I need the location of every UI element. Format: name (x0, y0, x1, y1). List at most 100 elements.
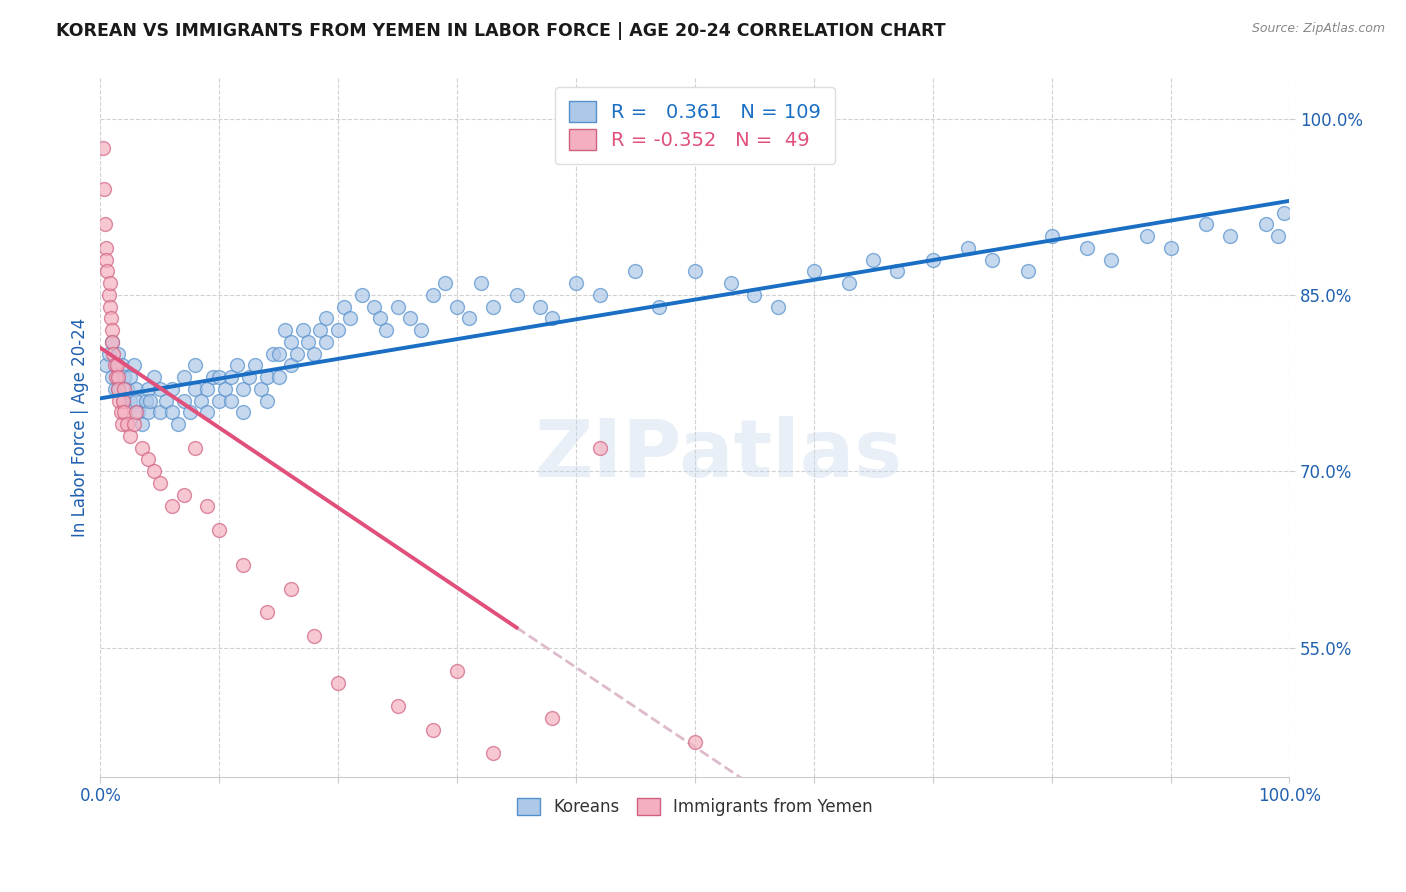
Point (267, 370, 290, 384)
Point (683, 264, 706, 278)
Point (184, 359, 207, 373)
Point (149, 475, 172, 490)
Point (304, 629, 326, 643)
Point (529, 300, 551, 314)
Point (921, 252, 943, 267)
Point (481, 747, 503, 761)
Point (280, 582, 302, 596)
Point (136, 452, 159, 467)
Point (387, 699, 409, 714)
Point (411, 323, 433, 337)
Point (350, 288, 373, 302)
Point (208, 523, 231, 537)
Point (94, 218, 117, 232)
Point (589, 441, 612, 455)
Point (107, 347, 129, 361)
Point (315, 334, 337, 349)
Point (1099, 252, 1122, 267)
Point (250, 382, 273, 396)
Point (184, 441, 207, 455)
Point (422, 723, 444, 737)
Point (285, 347, 308, 361)
Point (232, 382, 254, 396)
Point (208, 370, 231, 384)
Point (125, 382, 148, 396)
Point (101, 334, 124, 349)
Point (111, 393, 134, 408)
Point (120, 429, 142, 443)
Point (886, 264, 908, 278)
Point (333, 300, 356, 314)
Point (131, 417, 153, 432)
Point (136, 382, 159, 396)
Point (139, 393, 162, 408)
Point (328, 675, 350, 690)
Point (243, 359, 266, 373)
Point (803, 264, 825, 278)
Point (142, 370, 165, 384)
Point (766, 300, 789, 314)
Point (131, 441, 153, 455)
Point (1272, 205, 1295, 219)
Point (720, 276, 742, 290)
Point (957, 241, 980, 255)
Point (374, 323, 396, 337)
Point (219, 393, 242, 408)
Point (434, 276, 457, 290)
Point (120, 370, 142, 384)
Point (315, 311, 337, 326)
Point (96, 252, 118, 267)
Point (93, 182, 115, 196)
Point (160, 500, 183, 514)
Point (101, 370, 124, 384)
Point (107, 382, 129, 396)
Point (1195, 218, 1218, 232)
Point (155, 393, 177, 408)
Point (190, 393, 212, 408)
Point (304, 347, 326, 361)
Point (256, 393, 278, 408)
Point (214, 382, 236, 396)
Point (328, 323, 350, 337)
Point (280, 334, 302, 349)
Point (422, 288, 444, 302)
Point (149, 382, 172, 396)
Point (981, 252, 1004, 267)
Point (91, 141, 114, 155)
Point (160, 382, 183, 396)
Point (589, 288, 612, 302)
Point (107, 370, 129, 384)
Point (135, 393, 157, 408)
Point (256, 605, 278, 619)
Point (291, 323, 314, 337)
Point (1040, 229, 1063, 244)
Point (446, 300, 468, 314)
Point (149, 405, 172, 419)
Point (505, 288, 527, 302)
Point (226, 359, 249, 373)
Point (446, 664, 468, 678)
Point (160, 405, 183, 419)
Point (280, 359, 302, 373)
Point (862, 252, 884, 267)
Point (398, 311, 420, 326)
Point (111, 359, 134, 373)
Point (108, 393, 131, 408)
Point (111, 417, 134, 432)
Text: KOREAN VS IMMIGRANTS FROM YEMEN IN LABOR FORCE | AGE 20-24 CORRELATION CHART: KOREAN VS IMMIGRANTS FROM YEMEN IN LABOR… (56, 22, 946, 40)
Point (273, 323, 295, 337)
Point (104, 382, 127, 396)
Point (470, 276, 492, 290)
Point (120, 393, 142, 408)
Point (195, 405, 218, 419)
Point (112, 393, 135, 408)
Point (96, 264, 118, 278)
Point (1017, 264, 1039, 278)
Point (541, 711, 564, 725)
Point (173, 370, 195, 384)
Point (97, 288, 120, 302)
Point (166, 417, 188, 432)
Point (458, 311, 481, 326)
Point (97, 347, 120, 361)
Point (112, 382, 135, 396)
